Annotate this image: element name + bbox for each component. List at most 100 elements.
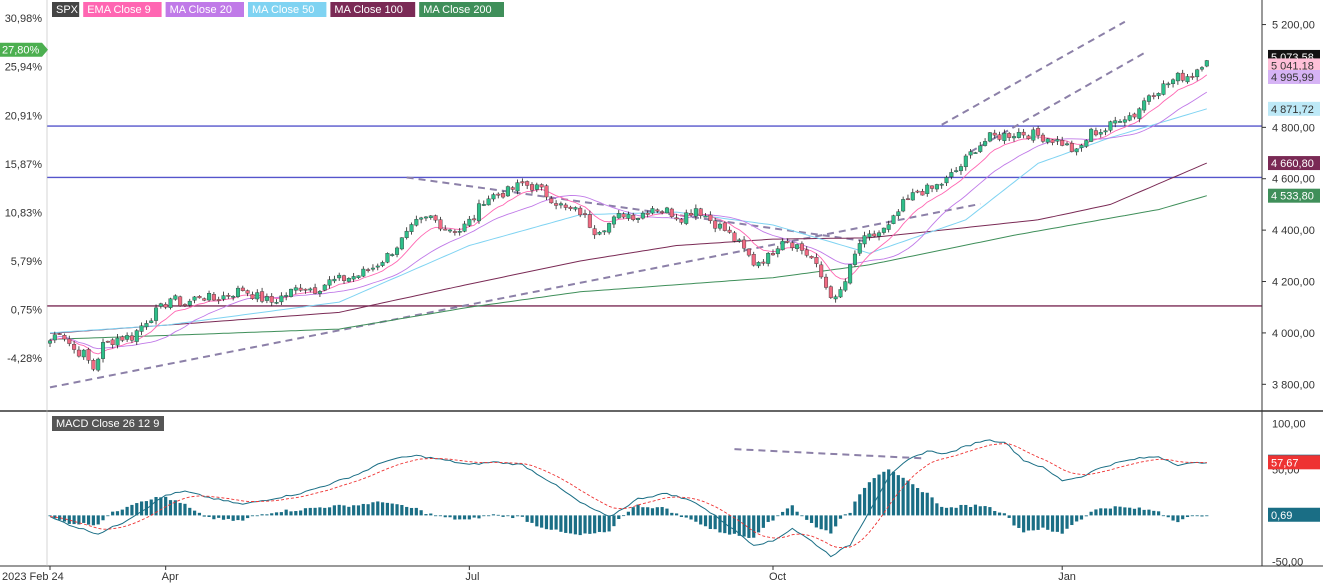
candle — [708, 211, 713, 224]
candle-body — [91, 360, 96, 370]
candle-body — [958, 166, 963, 172]
legend-swatch — [165, 2, 244, 17]
macd-histogram-bar — [964, 504, 968, 516]
macd-histogram-bar — [588, 515, 592, 534]
candle-body — [1074, 148, 1079, 153]
candle — [1089, 127, 1094, 143]
candle — [795, 243, 800, 252]
macd-histogram-bar — [48, 515, 52, 517]
trend-line[interactable] — [49, 202, 981, 389]
candle — [809, 255, 814, 259]
macd-histogram-bar — [544, 515, 549, 530]
macd-histogram-bar — [617, 515, 621, 520]
candle-body — [366, 269, 371, 271]
candle — [1171, 78, 1176, 88]
candle — [539, 183, 544, 191]
macd-histogram-bar — [872, 478, 876, 516]
candle-body — [857, 243, 862, 254]
candle — [848, 263, 853, 285]
macd-histogram-bar — [1128, 507, 1132, 516]
legend-item[interactable]: MA Close 200 — [419, 2, 504, 17]
macd-histogram-bar — [106, 515, 110, 517]
candle-body — [534, 184, 539, 190]
candle — [722, 221, 727, 232]
legend-item[interactable]: MA Close 50 — [248, 2, 327, 17]
macd-histogram-bar — [790, 505, 794, 516]
trend-line[interactable] — [941, 20, 1126, 126]
candle — [954, 167, 959, 173]
macd-histogram-bar — [703, 515, 708, 527]
macd-histogram-bar — [1195, 515, 1199, 517]
trend-line[interactable] — [970, 52, 1145, 153]
macd-value-label: 57,67 — [1271, 457, 1299, 469]
candle — [693, 204, 698, 221]
macd-histogram-bar — [655, 507, 659, 516]
candle — [260, 287, 265, 304]
macd-histogram-bar — [737, 515, 741, 536]
legend-item[interactable]: SPX — [52, 2, 80, 17]
candle-body — [1199, 67, 1204, 70]
candle-body — [308, 288, 313, 291]
candle-body — [1195, 69, 1200, 78]
candle-body — [828, 286, 833, 298]
macd-histogram-bar — [520, 515, 524, 517]
macd-histogram-bar — [1065, 515, 1069, 529]
macd-histogram-bar — [511, 515, 515, 519]
macd-histogram-bar — [284, 509, 288, 516]
candle-body — [722, 222, 727, 231]
macd-histogram-bar — [139, 501, 144, 516]
trend-lines[interactable] — [49, 20, 1145, 460]
candle-body — [1055, 139, 1060, 142]
candle-body — [949, 172, 954, 178]
legend[interactable]: SPX EMA Close 9 MA Close 20 MA Close 50 MA C… — [52, 2, 504, 17]
legend-item[interactable]: MA Close 20 — [165, 2, 244, 17]
last-value-bg — [1268, 101, 1320, 116]
candle — [857, 239, 862, 256]
candle-body — [978, 145, 983, 152]
trend-line[interactable] — [406, 176, 870, 243]
macd-histogram-bar — [72, 515, 76, 525]
macd-histogram-bar — [646, 507, 650, 516]
legend-item[interactable]: EMA Close 9 — [83, 2, 162, 17]
candle-body — [848, 264, 853, 284]
macd-histogram-bar — [135, 503, 139, 516]
macd-histogram-bar — [1017, 515, 1021, 528]
macd-trend-line[interactable] — [734, 448, 923, 460]
macd-histogram-bar — [438, 515, 443, 517]
last-value-label: 4 995,99 — [1271, 72, 1314, 84]
macd-histogram-bar — [1161, 515, 1166, 517]
candle — [1161, 80, 1166, 96]
candle — [607, 222, 612, 235]
candle-body — [481, 204, 486, 206]
candle-body — [1151, 95, 1156, 97]
candle-body — [1180, 72, 1185, 81]
candle — [824, 273, 829, 290]
last-value-box: 4 533,80 — [1268, 188, 1320, 203]
legend-label: MA Close 100 — [334, 4, 402, 16]
candle-body — [587, 214, 592, 228]
macd-histogram-bar — [708, 515, 712, 529]
candle-body — [216, 299, 221, 301]
macd-histogram-bar — [930, 497, 934, 516]
candle-body — [963, 155, 968, 168]
macd-histogram-bar — [824, 515, 828, 531]
ma-line — [49, 162, 1207, 334]
candle — [395, 246, 400, 258]
candle — [1180, 69, 1185, 83]
legend-item[interactable]: MA Close 100 — [330, 2, 416, 17]
macd-value-bg — [1268, 455, 1320, 470]
macd-histogram-bar — [226, 515, 230, 519]
candle — [414, 215, 419, 227]
last-value-box: 4 871,72 — [1268, 101, 1320, 116]
candle — [790, 241, 795, 251]
macd-histogram-bar — [212, 515, 216, 520]
candle-body — [1007, 133, 1012, 138]
candle-body — [327, 279, 332, 286]
macd-histogram-bar — [578, 515, 582, 536]
macd-tick-label: -50,00 — [1272, 556, 1303, 568]
candle — [852, 250, 857, 267]
candle — [409, 222, 414, 235]
macd-histogram-bar — [506, 515, 510, 517]
macd-histogram-bar — [390, 503, 394, 516]
